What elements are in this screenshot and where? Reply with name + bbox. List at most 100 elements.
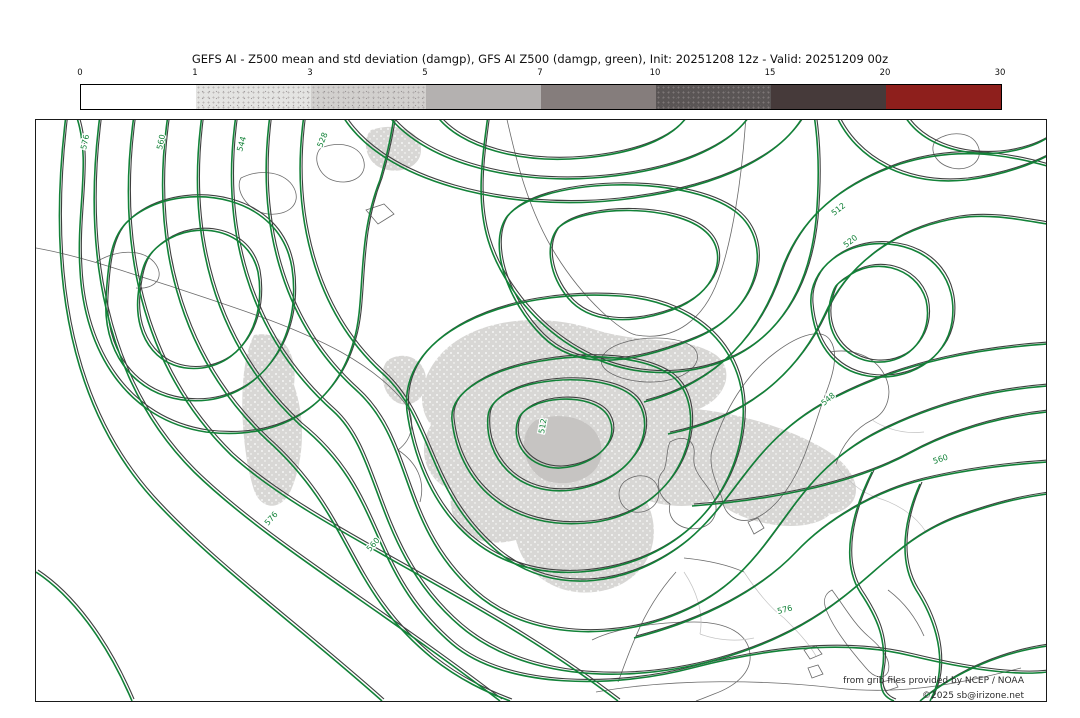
- colorbar-tick-0: 0: [77, 68, 83, 78]
- gfs-ai-contour: [906, 120, 1046, 155]
- gefs-mean-contour: [199, 120, 1046, 681]
- gefs-mean-contour: [37, 569, 135, 700]
- gfs-ai-contour: [837, 120, 1046, 182]
- gfs-ai-contour: [691, 411, 1046, 507]
- country-border-layer: [683, 419, 927, 657]
- gfs-ai-contour: [391, 120, 748, 180]
- colorbar-segment-3: [426, 85, 541, 109]
- coastline: [710, 333, 836, 521]
- gfs-ai-contour-layer: [36, 120, 1046, 701]
- gfs-ai-contour: [127, 120, 619, 701]
- gfs-ai-contour: [451, 355, 692, 525]
- colorbar-segment-7: [886, 85, 1001, 109]
- gfs-ai-contour: [93, 120, 501, 701]
- gefs-mean-contour: [164, 120, 513, 700]
- gfs-ai-contour: [265, 120, 1046, 633]
- gfs-ai-contour: [919, 645, 1046, 701]
- coastline: [618, 475, 660, 513]
- coastline: [683, 557, 745, 573]
- gfs-ai-contour: [848, 471, 895, 701]
- colorbar-segment-4: [541, 85, 656, 109]
- gfs-ai-contour: [344, 120, 802, 204]
- contour-label-576: 576: [263, 510, 280, 527]
- gefs-mean-contour: [129, 120, 621, 700]
- coastline: [829, 350, 890, 465]
- colorbar-tick-5: 5: [422, 68, 428, 78]
- gefs-mean-contour: [489, 377, 648, 490]
- figure-title: GEFS AI - Z500 mean and std deviation (d…: [191, 52, 889, 66]
- gfs-ai-contour: [486, 379, 646, 492]
- gfs-ai-contour: [828, 265, 929, 363]
- gfs-ai-contour: [667, 215, 1046, 435]
- gfs-ai-contour: [58, 120, 383, 701]
- coastline: [824, 589, 890, 678]
- gefs-mean-contour: [395, 120, 748, 178]
- gefs-mean-contour: [301, 120, 1046, 580]
- gefs-mean-contour: [107, 194, 297, 400]
- contour-label-576: 576: [79, 134, 91, 151]
- contour-label-576: 576: [776, 604, 793, 616]
- colorbar-tick-3: 3: [307, 68, 313, 78]
- coastline: [238, 172, 297, 215]
- gefs-mean-contour: [693, 409, 1046, 505]
- coastline: [506, 120, 747, 337]
- contour-label-512: 512: [830, 201, 848, 218]
- gefs-mean-contour: [267, 120, 1046, 631]
- gefs-mean-contour: [233, 120, 1046, 673]
- coastline: [36, 247, 423, 503]
- gfs-ai-contour: [633, 461, 1046, 639]
- gefs-mean-contour: [95, 120, 503, 700]
- gfs-ai-contour: [904, 483, 941, 701]
- gfs-ai-contour: [480, 120, 819, 374]
- country-border: [699, 633, 755, 641]
- gfs-ai-contour: [76, 120, 395, 435]
- coastline: [747, 517, 765, 535]
- coastline: [601, 337, 698, 383]
- contour-label-548: 548: [820, 391, 837, 408]
- gfs-ai-contour: [498, 184, 759, 362]
- country-border: [783, 617, 817, 657]
- country-border: [835, 463, 927, 533]
- gefs-mean-contour: [482, 120, 821, 372]
- gfs-ai-contour: [196, 120, 1046, 683]
- colorbar-tick-labels: 0 1 3 5 7 10 15 20 30: [77, 68, 1005, 80]
- coastline: [807, 664, 824, 679]
- coastline: [316, 144, 365, 183]
- colorbar-tick-7: 7: [537, 68, 543, 78]
- gfs-ai-contour: [136, 229, 261, 370]
- gefs-mean-contour: [910, 120, 1046, 152]
- gfs-ai-contour: [643, 152, 1046, 403]
- gfs-ai-contour: [299, 120, 1046, 582]
- coastline: [887, 589, 925, 637]
- gefs-mean-contour: [79, 120, 396, 432]
- country-border: [683, 571, 702, 635]
- colorbar-segment-2: [311, 85, 426, 109]
- gfs-ai-contour: [161, 120, 511, 701]
- colorbar-tick-15: 15: [764, 68, 776, 78]
- colorbar-segment-5: [656, 85, 771, 109]
- colorbar-segment-6: [771, 85, 886, 109]
- gfs-ai-contour: [439, 120, 686, 161]
- gefs-mean-contour: [60, 120, 385, 700]
- coastline: [365, 203, 395, 225]
- gefs-mean-contour: [453, 354, 694, 523]
- gefs-mean-contour: [551, 207, 721, 319]
- gfs-ai-contour: [230, 120, 1046, 675]
- stddev-shade-blob: [703, 449, 838, 526]
- std-deviation-colorbar: [80, 84, 1002, 110]
- colorbar-segment-1: [196, 85, 311, 109]
- gfs-ai-contour: [549, 209, 719, 321]
- attribution-copyright: ©2025 sb@irizone.net: [922, 691, 1024, 701]
- gfs-ai-contour: [515, 398, 613, 469]
- contour-label-512: 512: [537, 418, 549, 435]
- gfs-ai-contour: [405, 294, 745, 574]
- coastline: [95, 251, 160, 289]
- coastline-layer: [36, 120, 1022, 701]
- gefs-mean-contour: [851, 469, 897, 700]
- gfs-ai-contour: [105, 195, 295, 402]
- colorbar-segment-0: [81, 85, 196, 109]
- coastline: [595, 667, 1022, 693]
- contour-label-560: 560: [932, 453, 949, 466]
